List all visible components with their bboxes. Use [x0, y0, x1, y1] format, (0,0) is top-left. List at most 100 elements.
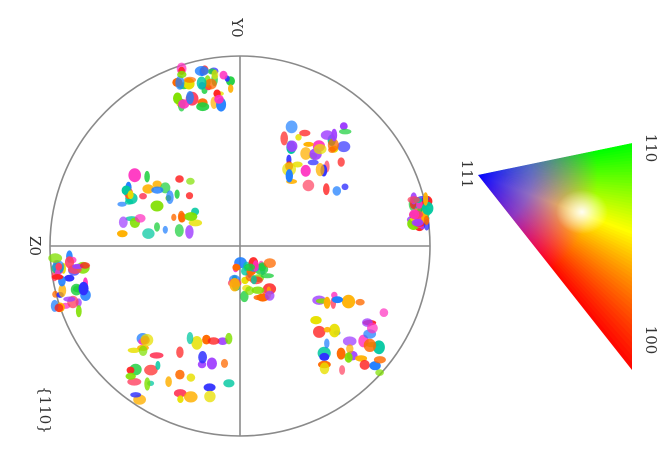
pole-point — [320, 130, 334, 140]
pole-point — [328, 146, 336, 153]
pole-point — [220, 358, 229, 368]
pole-point — [64, 274, 75, 282]
pole-point — [138, 345, 148, 356]
pole-point — [127, 378, 142, 386]
pole-point — [407, 196, 420, 204]
pole-figure — [48, 55, 434, 437]
pole-point — [134, 214, 146, 223]
pole-point — [64, 256, 75, 269]
pole-point — [359, 359, 370, 370]
pole-point — [51, 274, 64, 280]
pole-point — [118, 216, 128, 228]
pole-point — [204, 390, 216, 403]
pole-point — [177, 70, 187, 79]
pole-point — [339, 122, 348, 130]
pole-point — [194, 66, 209, 76]
pole-point — [423, 192, 429, 206]
pole-point — [280, 131, 289, 146]
pole-point — [149, 352, 164, 359]
pole-point — [315, 163, 325, 177]
pole-point — [229, 278, 240, 292]
pole-point — [341, 294, 356, 309]
pole-point — [211, 69, 219, 80]
pole-point — [232, 263, 241, 271]
pole-point — [183, 76, 196, 83]
pole-point — [117, 201, 127, 207]
pole-point — [260, 273, 274, 279]
pole-point — [139, 193, 147, 200]
ipf-label-110: 110 — [642, 134, 660, 163]
pole-point — [186, 332, 194, 345]
pole-point — [295, 134, 302, 141]
pole-point — [244, 263, 256, 271]
pole-point — [58, 283, 67, 298]
pole-point — [344, 352, 353, 363]
pole-point — [140, 333, 154, 347]
pole-point — [245, 286, 255, 296]
pole-point — [263, 258, 276, 268]
pole-point — [331, 128, 338, 142]
pole-point — [177, 210, 185, 223]
pole-point — [300, 164, 311, 177]
pole-clusters — [48, 62, 434, 405]
pole-point — [203, 383, 216, 392]
pole-point — [369, 361, 381, 371]
pole-point — [367, 322, 378, 334]
axis-label-z0: Z0 — [26, 236, 44, 256]
ipf-color-key: 111 110 100 — [458, 134, 660, 370]
pole-point — [171, 213, 177, 221]
pole-point — [337, 157, 345, 167]
pole-point — [48, 253, 63, 263]
pole-point — [323, 296, 331, 309]
pole-point — [355, 298, 365, 306]
pole-point — [155, 360, 161, 370]
pole-point — [127, 190, 134, 200]
pole-point — [207, 337, 220, 345]
pole-point — [185, 192, 194, 200]
pole-point — [175, 369, 185, 380]
pole-point — [253, 294, 264, 301]
pole-point — [78, 281, 89, 296]
pole-point — [124, 198, 134, 205]
pole-point — [174, 189, 180, 199]
pole-point — [329, 323, 340, 338]
pole-point — [373, 340, 385, 355]
pole-point — [332, 186, 342, 196]
pole-point — [286, 140, 298, 152]
pole-point — [313, 325, 326, 338]
pole-point — [130, 392, 142, 398]
pole-point — [250, 275, 257, 285]
pole-point — [186, 91, 194, 105]
pole-point — [55, 262, 63, 271]
pole-point — [154, 222, 160, 232]
pole-point — [144, 170, 150, 183]
pole-point — [307, 159, 319, 166]
pole-point — [411, 218, 424, 227]
pole-point — [313, 144, 327, 155]
pole-point — [144, 364, 158, 376]
pole-point — [152, 180, 162, 189]
pole-point — [175, 175, 184, 183]
ipf-label-100: 100 — [642, 326, 660, 355]
pole-point — [285, 169, 293, 183]
pole-point — [225, 332, 233, 345]
pole-point — [300, 147, 312, 160]
pole-point — [336, 347, 346, 360]
pole-point — [196, 76, 207, 90]
pole-point — [186, 373, 196, 382]
pole-point — [228, 84, 234, 93]
axis-label-y0: Y0 — [228, 17, 246, 37]
pole-point — [188, 219, 203, 227]
pole-point — [128, 168, 141, 183]
ipf-wedge-apex-shade — [478, 143, 632, 370]
pole-point — [375, 369, 384, 376]
pole-point — [299, 129, 311, 137]
pole-point — [184, 212, 198, 221]
pole-point — [341, 183, 349, 191]
pole-point — [178, 99, 190, 109]
pole-point — [302, 179, 315, 192]
pole-point — [264, 290, 275, 301]
ipf-wedge-fill — [478, 143, 632, 370]
pole-point — [185, 225, 194, 239]
pole-point — [75, 305, 82, 318]
